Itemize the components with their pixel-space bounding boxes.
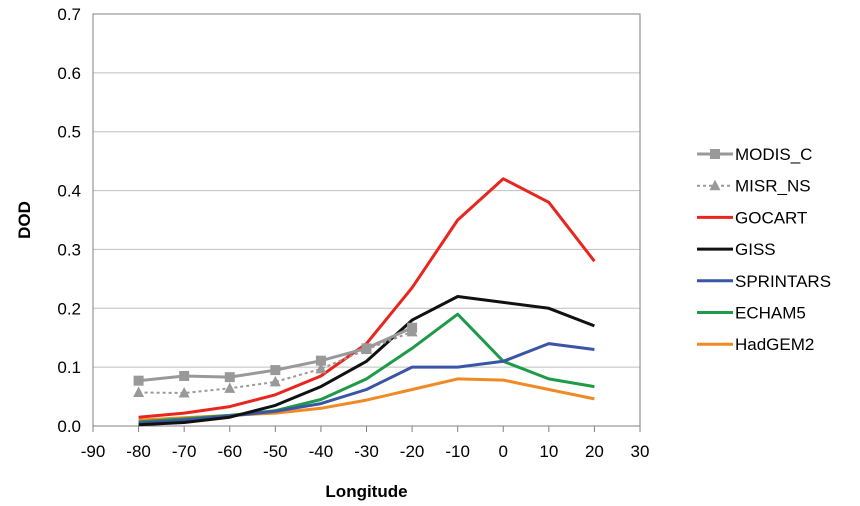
data-point: [407, 322, 418, 333]
legend-label: ECHAM5: [735, 304, 806, 323]
y-tick-label: 0.1: [57, 358, 81, 377]
plot-area: 0.0 0.1 0.2 0.3 0.4 0.5 0.6 0.7 -90 -80 -70 -60 -50 -…: [57, 5, 649, 461]
series-giss: [138, 295, 595, 427]
legend-label: GOCART: [735, 208, 807, 227]
data-point: [270, 365, 281, 376]
legend-label: MISR_NS: [735, 177, 811, 196]
data-point: [361, 343, 372, 354]
legend-marker: [709, 179, 721, 191]
data-point: [315, 355, 326, 366]
legend-entry: ECHAM5: [697, 304, 806, 323]
x-tick-label: -40: [309, 442, 334, 461]
x-tick-label: 30: [631, 442, 650, 461]
x-tick-label: -50: [263, 442, 288, 461]
y-tick-label: 0.0: [57, 417, 81, 436]
plot-border: [92, 13, 641, 427]
x-tick-label: 0: [499, 442, 508, 461]
y-tick-label: 0.4: [57, 182, 81, 201]
data-point: [133, 375, 144, 386]
series-echam5: [138, 312, 595, 424]
y-tick-label: 0.3: [57, 240, 81, 259]
x-tick-label: -10: [445, 442, 470, 461]
series-modis-c: [133, 322, 418, 386]
legend-entry: MODIS_C: [697, 145, 812, 164]
legend-entry: MISR_NS: [697, 177, 811, 196]
x-tick-label: -80: [126, 442, 151, 461]
series-gocart: [138, 177, 596, 419]
series-line: [138, 177, 596, 419]
data-point: [315, 362, 327, 374]
legend-entry: GISS: [697, 240, 776, 259]
legend-entry: GOCART: [697, 208, 807, 227]
legend: MODIS_C MISR_NS GOCART GISS SPRINTARS ECHAM5 H…: [697, 145, 831, 354]
legend-label: GISS: [735, 240, 776, 259]
x-tick-label: -60: [217, 442, 242, 461]
x-tick-label: -30: [354, 442, 379, 461]
x-tick-label: 20: [585, 442, 604, 461]
x-tick-label: -20: [400, 442, 425, 461]
data-point: [269, 375, 281, 387]
data-point: [133, 386, 145, 397]
data-point: [178, 387, 190, 398]
y-tick-label: 0.7: [57, 5, 81, 24]
legend-label: MODIS_C: [735, 145, 812, 164]
series-line: [138, 377, 595, 422]
y-axis-title: DOD: [15, 201, 34, 239]
x-tick-label: -70: [172, 442, 197, 461]
y-tick-label: 0.6: [57, 64, 81, 83]
series-sprintars: [138, 342, 595, 425]
legend-entry: HadGEM2: [697, 335, 814, 354]
y-tick-label: 0.2: [57, 299, 81, 318]
series-hadgem2: [138, 377, 595, 422]
series-line: [138, 312, 595, 424]
legend-marker: [710, 149, 720, 159]
y-tick-label: 0.5: [57, 123, 81, 142]
data-point: [224, 382, 236, 393]
series-line: [138, 295, 595, 427]
legend-label: SPRINTARS: [735, 272, 831, 291]
x-tick-label: -90: [81, 442, 106, 461]
legend-label: HadGEM2: [735, 335, 814, 354]
series-line: [138, 342, 595, 425]
x-axis-title: Longitude: [325, 482, 407, 501]
legend-entry: SPRINTARS: [697, 272, 831, 291]
data-point: [179, 370, 190, 381]
x-tick-label: 10: [539, 442, 558, 461]
data-point: [224, 372, 235, 383]
